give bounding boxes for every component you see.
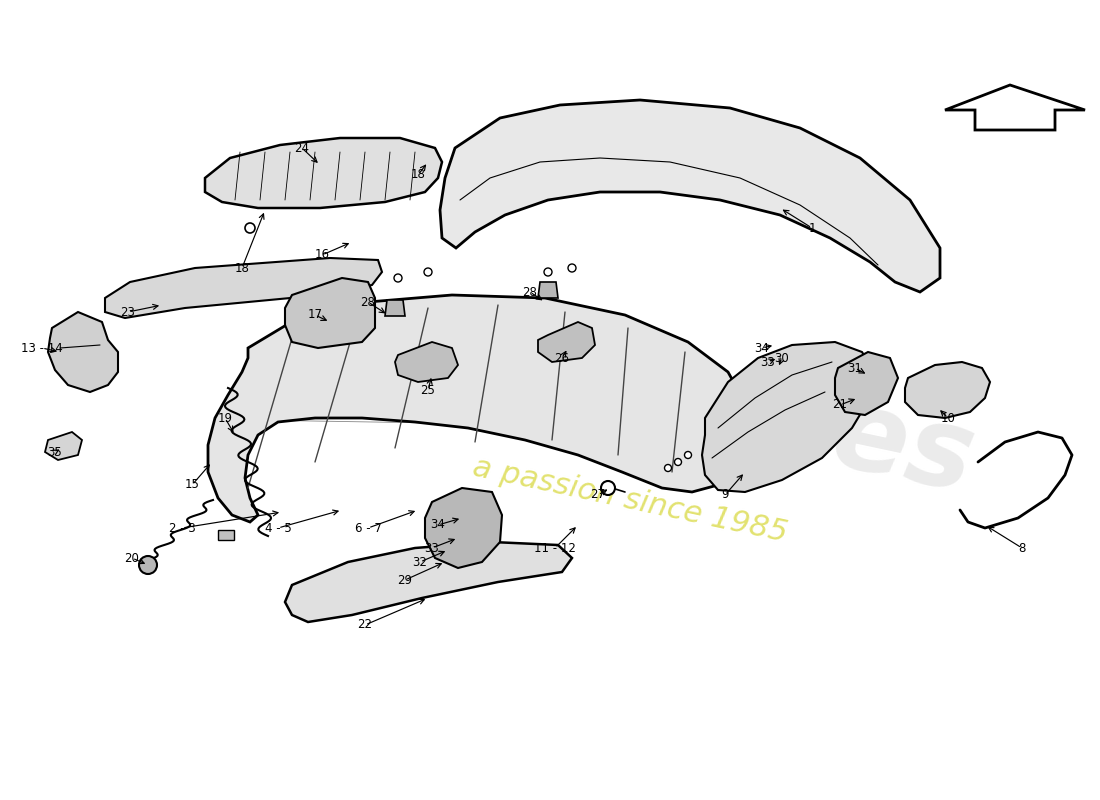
Polygon shape	[285, 542, 572, 622]
Text: 10: 10	[940, 411, 956, 425]
Polygon shape	[395, 342, 458, 382]
Text: 34: 34	[430, 518, 446, 531]
Text: 28: 28	[361, 295, 375, 309]
Text: 20: 20	[124, 551, 140, 565]
Text: 26: 26	[554, 351, 570, 365]
Circle shape	[394, 274, 402, 282]
Text: 8: 8	[1019, 542, 1025, 554]
Polygon shape	[285, 278, 375, 348]
Polygon shape	[905, 362, 990, 418]
Text: 34: 34	[755, 342, 769, 354]
Circle shape	[424, 268, 432, 276]
Text: 1: 1	[808, 222, 816, 234]
Polygon shape	[945, 85, 1085, 130]
Circle shape	[544, 268, 552, 276]
Polygon shape	[425, 488, 502, 568]
Text: 33: 33	[760, 355, 775, 369]
Circle shape	[568, 264, 576, 272]
Text: 29: 29	[397, 574, 412, 586]
Polygon shape	[104, 258, 382, 318]
Circle shape	[139, 556, 157, 574]
Circle shape	[674, 458, 682, 466]
Bar	[218, 530, 234, 540]
Circle shape	[664, 465, 671, 471]
Polygon shape	[45, 432, 82, 460]
Polygon shape	[538, 322, 595, 362]
Text: 21: 21	[833, 398, 847, 411]
Text: 30: 30	[774, 351, 790, 365]
Text: 11 - 12: 11 - 12	[535, 542, 576, 554]
Polygon shape	[538, 282, 558, 298]
Polygon shape	[48, 312, 118, 392]
Polygon shape	[835, 352, 898, 415]
Text: 9: 9	[722, 489, 728, 502]
Circle shape	[684, 451, 692, 458]
Text: 35: 35	[47, 446, 63, 458]
Text: 32: 32	[412, 555, 428, 569]
Polygon shape	[385, 300, 405, 316]
Text: 33: 33	[425, 542, 439, 554]
Text: 23: 23	[121, 306, 135, 318]
Text: 13 - 14: 13 - 14	[21, 342, 63, 354]
Text: 18: 18	[410, 169, 426, 182]
Text: 4 - 5: 4 - 5	[265, 522, 292, 534]
Polygon shape	[702, 342, 875, 492]
Text: 31: 31	[848, 362, 862, 374]
Text: 6 - 7: 6 - 7	[354, 522, 382, 534]
Text: 2 - 3: 2 - 3	[168, 522, 196, 534]
Text: 15: 15	[185, 478, 199, 491]
Polygon shape	[440, 100, 940, 292]
Circle shape	[601, 481, 615, 495]
Circle shape	[245, 223, 255, 233]
Text: eurospares: eurospares	[275, 265, 984, 515]
Polygon shape	[208, 295, 748, 522]
Text: 28: 28	[522, 286, 538, 298]
Text: 16: 16	[315, 249, 330, 262]
Text: 17: 17	[308, 309, 322, 322]
Text: 24: 24	[295, 142, 309, 154]
Text: 18: 18	[234, 262, 250, 274]
Text: 19: 19	[218, 411, 232, 425]
Text: 25: 25	[420, 383, 436, 397]
Polygon shape	[205, 138, 442, 208]
Text: 22: 22	[358, 618, 373, 631]
Text: 27: 27	[591, 489, 605, 502]
Text: a passion since 1985: a passion since 1985	[470, 453, 790, 547]
